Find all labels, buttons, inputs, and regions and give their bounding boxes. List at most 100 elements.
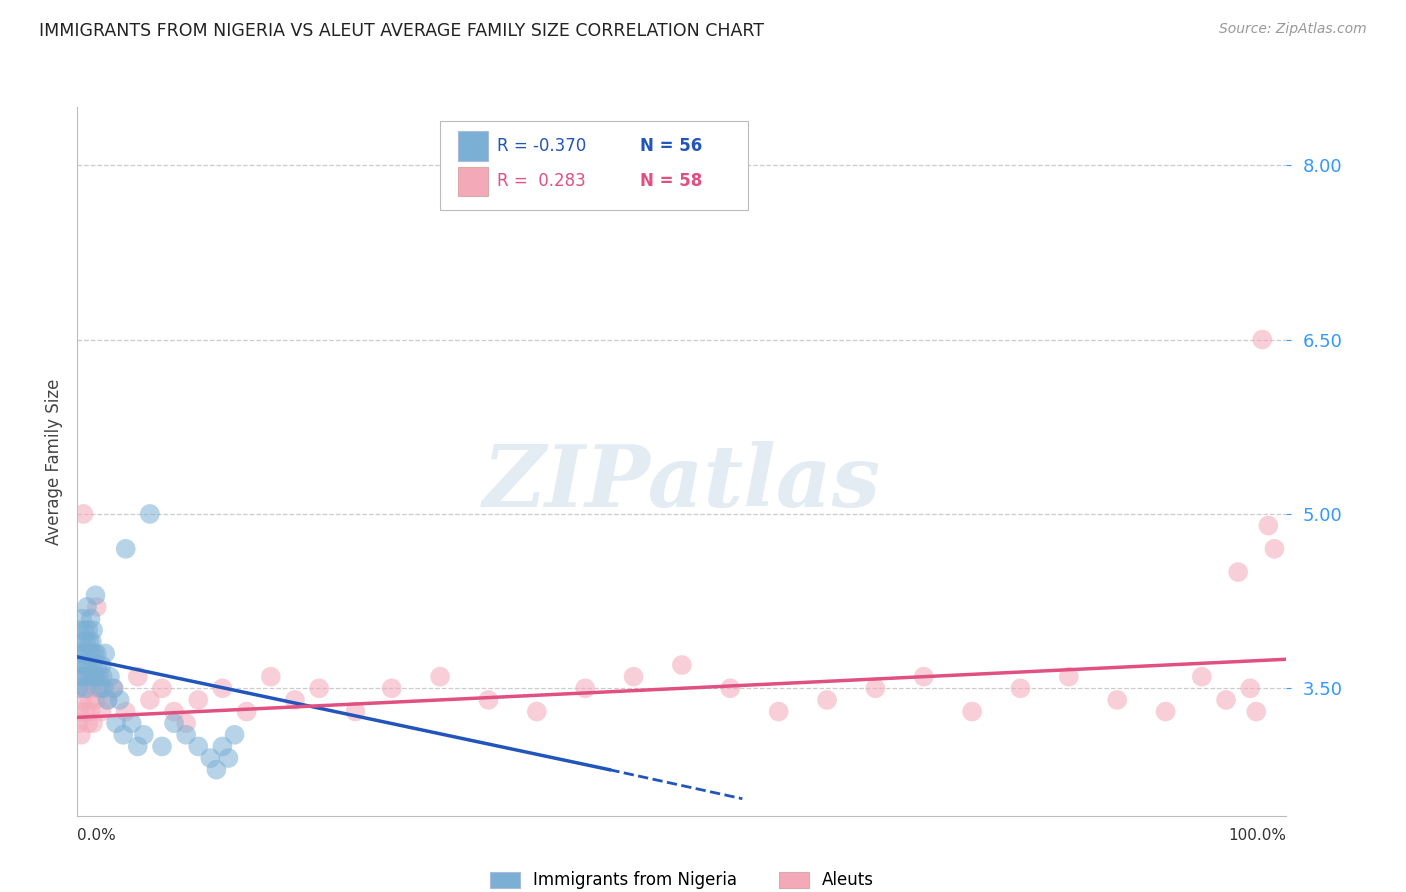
- Point: [86, 599, 108, 614]
- Point: [72, 507, 94, 521]
- Point: [82, 716, 104, 731]
- FancyBboxPatch shape: [440, 121, 748, 210]
- Point: [260, 670, 283, 684]
- Y-axis label: Average Family Size: Average Family Size: [45, 378, 63, 545]
- Point: [1251, 333, 1274, 347]
- Point: [84, 693, 107, 707]
- Point: [1257, 518, 1279, 533]
- Point: [163, 716, 186, 731]
- Point: [671, 658, 693, 673]
- Point: [1215, 693, 1237, 707]
- Point: [72, 670, 94, 684]
- Text: 0.0%: 0.0%: [77, 828, 117, 843]
- Point: [132, 728, 155, 742]
- Text: R =  0.283: R = 0.283: [496, 172, 586, 191]
- Point: [94, 647, 117, 661]
- Point: [77, 623, 100, 637]
- Point: [187, 739, 209, 754]
- Point: [79, 647, 101, 661]
- Point: [69, 705, 91, 719]
- Point: [90, 705, 112, 719]
- Point: [174, 716, 197, 731]
- Point: [108, 693, 131, 707]
- Point: [90, 658, 112, 673]
- Point: [73, 681, 96, 696]
- Point: [89, 681, 111, 696]
- Point: [429, 670, 451, 684]
- Point: [87, 681, 110, 696]
- Point: [1246, 705, 1268, 719]
- Point: [83, 647, 105, 661]
- Point: [96, 693, 118, 707]
- Point: [112, 728, 135, 742]
- Point: [718, 681, 741, 696]
- Point: [211, 681, 233, 696]
- Point: [69, 623, 91, 637]
- Point: [72, 647, 94, 661]
- Point: [200, 751, 222, 765]
- Point: [1057, 670, 1080, 684]
- Point: [284, 693, 307, 707]
- Point: [103, 681, 125, 696]
- Point: [218, 751, 240, 765]
- Point: [1191, 670, 1213, 684]
- Text: ZIPatlas: ZIPatlas: [482, 442, 882, 524]
- Point: [1010, 681, 1032, 696]
- FancyBboxPatch shape: [458, 167, 488, 196]
- Point: [235, 705, 257, 719]
- Point: [82, 658, 104, 673]
- Point: [70, 728, 93, 742]
- Point: [87, 670, 110, 684]
- Point: [76, 647, 98, 661]
- Point: [91, 670, 114, 684]
- Point: [75, 635, 97, 649]
- Text: N = 56: N = 56: [640, 137, 702, 155]
- Point: [70, 635, 93, 649]
- Point: [114, 541, 136, 556]
- Point: [768, 705, 790, 719]
- Point: [70, 670, 93, 684]
- Point: [76, 670, 98, 684]
- Point: [77, 716, 100, 731]
- Point: [114, 705, 136, 719]
- Point: [308, 681, 330, 696]
- Point: [1263, 541, 1285, 556]
- Point: [79, 693, 101, 707]
- Legend: Immigrants from Nigeria, Aleuts: Immigrants from Nigeria, Aleuts: [489, 871, 875, 889]
- Text: R = -0.370: R = -0.370: [496, 137, 586, 155]
- Point: [83, 670, 105, 684]
- Text: 100.0%: 100.0%: [1229, 828, 1286, 843]
- Point: [815, 693, 838, 707]
- Point: [1107, 693, 1129, 707]
- Point: [121, 716, 143, 731]
- Point: [127, 670, 149, 684]
- Point: [1227, 565, 1250, 579]
- Point: [150, 739, 173, 754]
- Point: [574, 681, 596, 696]
- Point: [84, 588, 107, 602]
- Point: [139, 693, 162, 707]
- Point: [82, 623, 104, 637]
- Point: [211, 739, 233, 754]
- Point: [960, 705, 983, 719]
- Point: [477, 693, 499, 707]
- Point: [105, 716, 128, 731]
- Point: [70, 693, 93, 707]
- Point: [69, 647, 91, 661]
- Point: [93, 681, 115, 696]
- Point: [80, 635, 103, 649]
- Point: [73, 658, 96, 673]
- Point: [205, 763, 228, 777]
- Point: [79, 611, 101, 625]
- Point: [139, 507, 162, 521]
- Point: [381, 681, 404, 696]
- Point: [163, 705, 186, 719]
- Text: IMMIGRANTS FROM NIGERIA VS ALEUT AVERAGE FAMILY SIZE CORRELATION CHART: IMMIGRANTS FROM NIGERIA VS ALEUT AVERAGE…: [39, 22, 765, 40]
- Point: [526, 705, 548, 719]
- Point: [76, 599, 98, 614]
- Point: [75, 681, 97, 696]
- Point: [86, 647, 108, 661]
- FancyBboxPatch shape: [458, 131, 488, 161]
- Text: Source: ZipAtlas.com: Source: ZipAtlas.com: [1219, 22, 1367, 37]
- Point: [912, 670, 935, 684]
